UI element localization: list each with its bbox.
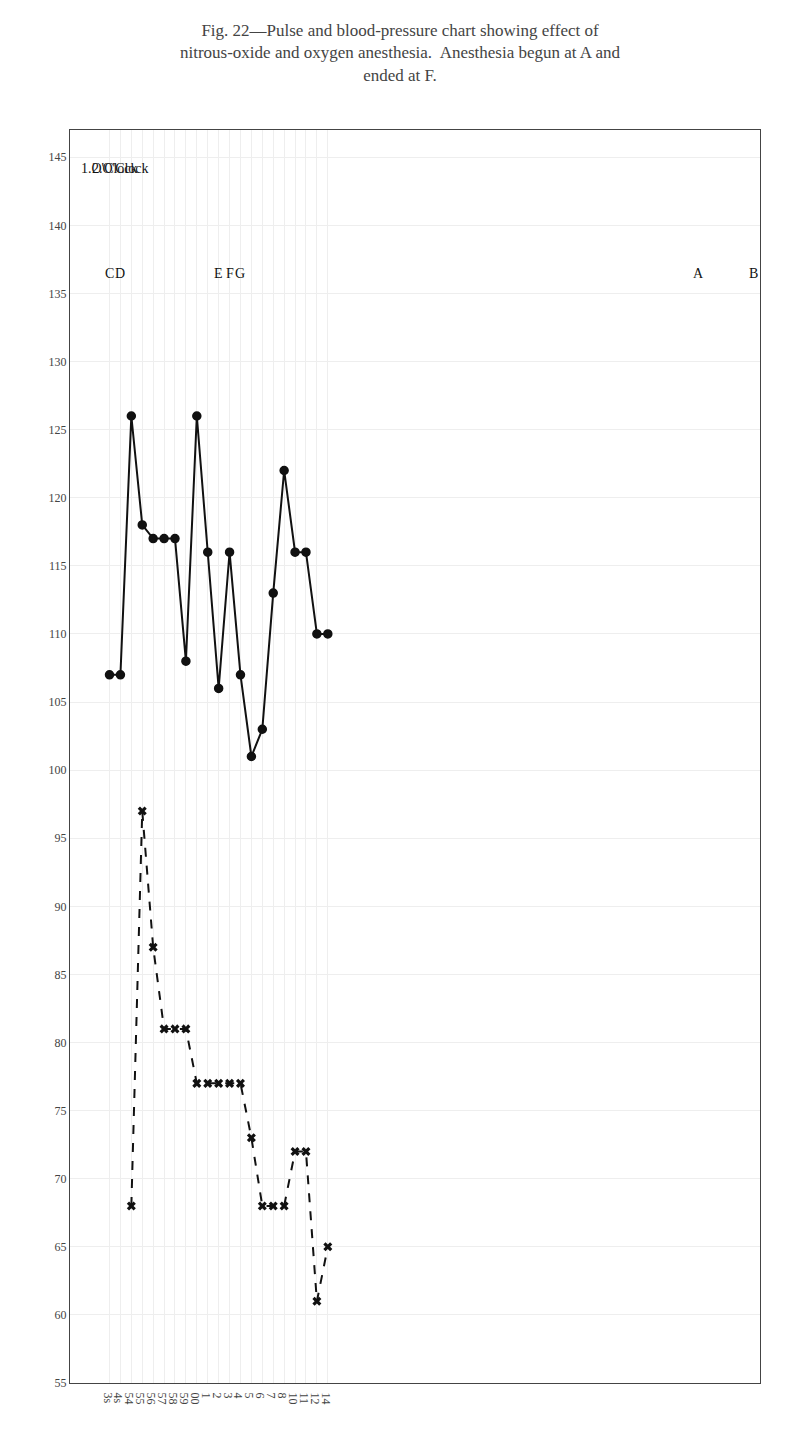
svg-text:110: 110 bbox=[49, 627, 67, 641]
svg-text:A: A bbox=[693, 266, 704, 281]
svg-text:4: 4 bbox=[231, 1392, 245, 1398]
svg-text:57: 57 bbox=[155, 1392, 169, 1404]
svg-text:Fig. 22—Pulse and blood-pressu: Fig. 22—Pulse and blood-pressure chart s… bbox=[180, 21, 621, 84]
svg-text:14: 14 bbox=[319, 1392, 333, 1404]
svg-text:6: 6 bbox=[253, 1392, 267, 1398]
svg-text:5: 5 bbox=[242, 1392, 256, 1398]
svg-text:G: G bbox=[235, 266, 245, 281]
svg-text:95: 95 bbox=[55, 831, 67, 845]
svg-text:F: F bbox=[226, 266, 234, 281]
svg-text:130: 130 bbox=[49, 355, 67, 369]
svg-text:2: 2 bbox=[210, 1392, 224, 1398]
svg-text:3: 3 bbox=[221, 1392, 235, 1398]
svg-text:00: 00 bbox=[188, 1392, 202, 1404]
svg-text:135: 135 bbox=[49, 287, 67, 301]
svg-text:145: 145 bbox=[49, 150, 67, 164]
svg-text:125: 125 bbox=[49, 423, 67, 437]
svg-text:7: 7 bbox=[264, 1392, 278, 1398]
svg-text:8: 8 bbox=[275, 1392, 289, 1398]
svg-text:1: 1 bbox=[199, 1392, 213, 1398]
svg-text:3s: 3s bbox=[101, 1392, 115, 1403]
svg-text:85: 85 bbox=[55, 968, 67, 982]
svg-text:120: 120 bbox=[49, 491, 67, 505]
svg-text:E: E bbox=[214, 266, 223, 281]
svg-text:70: 70 bbox=[55, 1172, 67, 1186]
svg-text:10: 10 bbox=[286, 1392, 300, 1404]
svg-text:65: 65 bbox=[55, 1240, 67, 1254]
svg-text:80: 80 bbox=[55, 1036, 67, 1050]
svg-text:11: 11 bbox=[297, 1392, 311, 1404]
svg-text:55: 55 bbox=[133, 1392, 147, 1404]
svg-text:C: C bbox=[105, 266, 114, 281]
svg-text:59: 59 bbox=[177, 1392, 191, 1404]
svg-text:1.O'Clock: 1.O'Clock bbox=[81, 161, 138, 176]
svg-text:56: 56 bbox=[144, 1392, 158, 1404]
svg-text:54: 54 bbox=[122, 1392, 136, 1404]
svg-text:12: 12 bbox=[308, 1392, 322, 1404]
svg-text:105: 105 bbox=[49, 695, 67, 709]
svg-text:100: 100 bbox=[49, 763, 67, 777]
svg-text:D: D bbox=[115, 266, 125, 281]
svg-text:4s: 4s bbox=[111, 1392, 125, 1403]
svg-text:90: 90 bbox=[55, 900, 67, 914]
svg-text:B: B bbox=[749, 266, 758, 281]
svg-text:2.O'Clock: 2.O'Clock bbox=[92, 161, 149, 176]
svg-text:75: 75 bbox=[55, 1104, 67, 1118]
svg-text:60: 60 bbox=[55, 1308, 67, 1322]
svg-text:58: 58 bbox=[166, 1392, 180, 1404]
svg-text:55: 55 bbox=[55, 1376, 67, 1390]
svg-text:115: 115 bbox=[49, 559, 67, 573]
svg-text:140: 140 bbox=[49, 219, 67, 233]
